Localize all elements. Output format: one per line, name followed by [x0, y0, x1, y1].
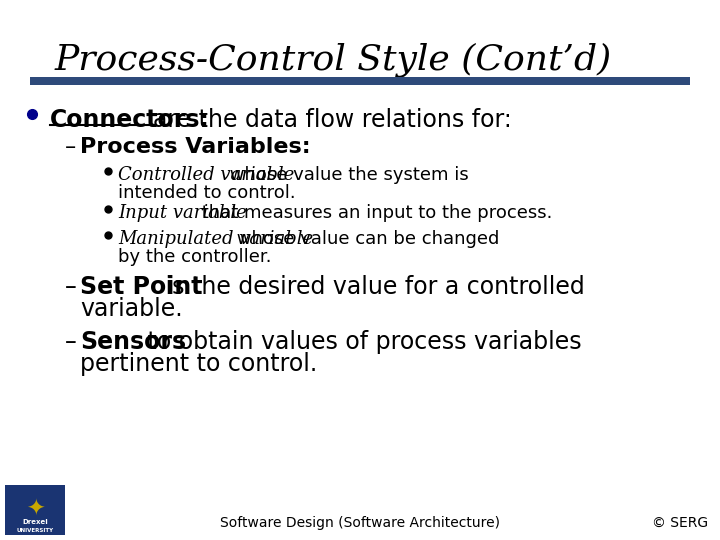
Text: –: – [65, 137, 76, 157]
Text: Connectors:: Connectors: [50, 108, 210, 132]
Text: that measures an input to the process.: that measures an input to the process. [196, 204, 552, 222]
Text: intended to control.: intended to control. [118, 184, 296, 202]
Text: by the controller.: by the controller. [118, 248, 271, 266]
Text: –: – [65, 330, 77, 354]
Text: are the data flow relations for:: are the data flow relations for: [153, 108, 512, 132]
Text: ✦: ✦ [26, 500, 45, 520]
Text: Input variable: Input variable [118, 204, 247, 222]
Text: Process-Control Style (Cont’d): Process-Control Style (Cont’d) [55, 42, 612, 77]
Text: –: – [65, 275, 77, 299]
Text: Software Design (Software Architecture): Software Design (Software Architecture) [220, 516, 500, 530]
Text: Drexel: Drexel [22, 519, 48, 525]
Text: Sensors: Sensors [80, 330, 186, 354]
Text: UNIVERSITY: UNIVERSITY [17, 528, 53, 532]
Bar [5, 485, 65, 535]
Text: is the desired value for a controlled: is the desired value for a controlled [158, 275, 585, 299]
Text: Process Variables:: Process Variables: [80, 137, 310, 157]
Bar [30, 77, 690, 85]
Text: whose value the system is: whose value the system is [224, 166, 469, 184]
Text: whose value can be changed: whose value can be changed [231, 230, 500, 248]
Text: Controlled variable: Controlled variable [118, 166, 294, 184]
Text: © SERG: © SERG [652, 516, 708, 530]
Text: to obtain values of process variables: to obtain values of process variables [140, 330, 582, 354]
Text: pertinent to control.: pertinent to control. [80, 352, 318, 376]
Text: Manipulated variable: Manipulated variable [118, 230, 313, 248]
Text: variable.: variable. [80, 297, 183, 321]
Text: Set Point: Set Point [80, 275, 202, 299]
